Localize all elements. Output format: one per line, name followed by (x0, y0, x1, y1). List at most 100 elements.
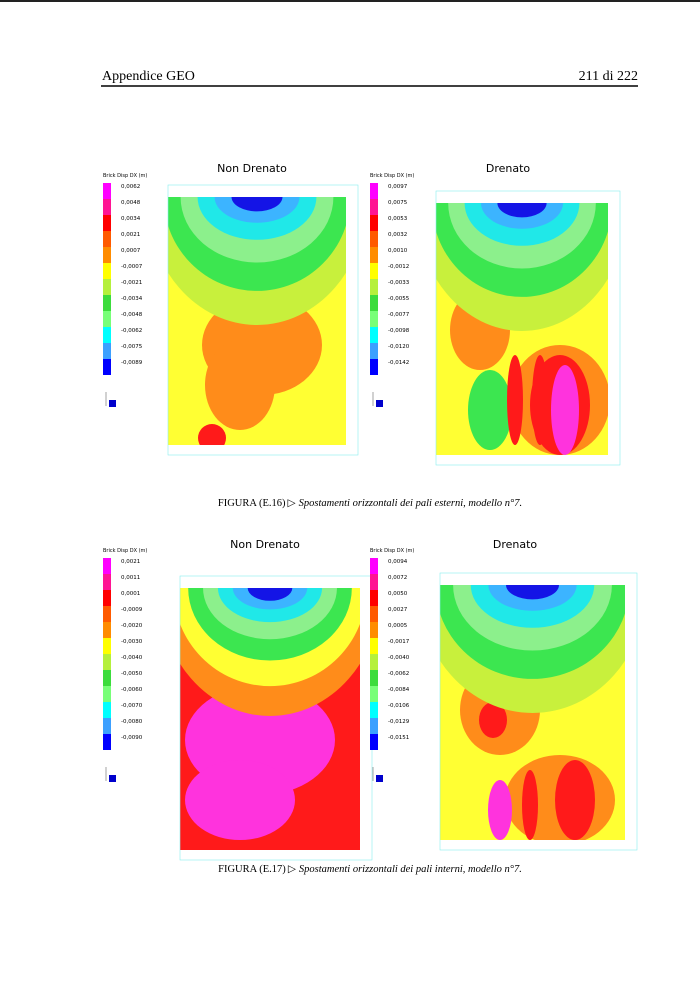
legend-swatch (103, 574, 111, 590)
contour-region (488, 780, 512, 840)
legend-swatch (370, 670, 378, 686)
legend-label: 0,0005 (388, 623, 408, 629)
legend-label: 0,0021 (121, 232, 140, 238)
legend-swatch (370, 215, 378, 231)
legend-swatch (103, 199, 111, 215)
legend-swatch (103, 702, 111, 718)
legend-swatch (370, 247, 378, 263)
legend-swatch (103, 558, 111, 574)
legend-swatch (103, 622, 111, 638)
contour-region (185, 760, 295, 840)
legend-swatch (370, 311, 378, 327)
legend-swatch (370, 638, 378, 654)
legend-swatch (370, 702, 378, 718)
legend-swatch (370, 327, 378, 343)
legend-title: Brick Disp DX (m) (103, 173, 147, 179)
legend-label: -0,0007 (121, 264, 143, 270)
legend-swatch (103, 279, 111, 295)
legend-label: -0,0120 (388, 344, 410, 350)
caption-label: FIGURA (E.16) (218, 498, 286, 509)
legend-swatch (370, 231, 378, 247)
legend-label: 0,0034 (121, 216, 141, 222)
legend-swatch (370, 343, 378, 359)
legend-label: -0,0075 (121, 344, 143, 350)
legend-swatch (370, 590, 378, 606)
contour-region (522, 770, 538, 840)
contour-plot (180, 588, 360, 850)
legend-swatch (370, 295, 378, 311)
contour-band (506, 585, 559, 600)
legend-swatch (103, 359, 111, 375)
legend-label: -0,0077 (388, 312, 410, 318)
legend-label: 0,0072 (388, 575, 407, 581)
legend-label: 0,0011 (121, 575, 140, 581)
legend-swatch (103, 686, 111, 702)
figure-caption: FIGURA (E.16) ▷ Spostamenti orizzontali de… (218, 498, 522, 509)
contour-region (198, 424, 226, 445)
legend-swatch (370, 183, 378, 199)
panel-title: Drenato (493, 538, 538, 551)
legend-swatch (103, 654, 111, 670)
contour-region (532, 355, 548, 445)
legend-label: 0,0010 (388, 248, 408, 254)
legend-swatch (103, 606, 111, 622)
legend-label: 0,0097 (388, 184, 408, 190)
legend-swatch (103, 183, 111, 199)
legend-label: -0,0089 (121, 360, 143, 366)
legend-label: -0,0020 (121, 623, 143, 629)
axis-icon (109, 775, 116, 782)
caption-sep: ▷ (288, 498, 297, 509)
header-left: Appendice GEO (102, 69, 195, 84)
legend-swatch (370, 654, 378, 670)
wireframe (167, 184, 359, 456)
legend-title: Brick Disp DX (m) (370, 548, 414, 554)
legend-label: 0,0007 (121, 248, 141, 254)
contour-region (507, 355, 523, 445)
legend-swatch (370, 734, 378, 750)
legend-label: -0,0034 (121, 296, 143, 302)
legend-label: -0,0021 (121, 280, 142, 286)
caption-text: Spostamenti orizzontali dei pali interni… (299, 864, 522, 875)
legend-swatch (103, 327, 111, 343)
legend-swatch (103, 215, 111, 231)
legend-swatch (370, 359, 378, 375)
legend-swatch (103, 231, 111, 247)
legend-swatch (103, 718, 111, 734)
legend-label: -0,0084 (388, 687, 410, 693)
legend-label: 0,0027 (388, 607, 408, 613)
legend-label: -0,0030 (121, 639, 143, 645)
contour-band (231, 197, 283, 212)
legend-label: -0,0040 (388, 655, 410, 661)
legend-label: -0,0062 (388, 671, 409, 677)
contour-region (555, 760, 595, 840)
legend-swatch (103, 263, 111, 279)
legend-label: -0,0060 (121, 687, 143, 693)
legend-title: Brick Disp DX (m) (370, 173, 414, 179)
legend-label: 0,0062 (121, 184, 140, 190)
legend-label: -0,0070 (121, 703, 143, 709)
contour-band (497, 203, 547, 218)
legend-label: 0,0094 (388, 559, 408, 565)
legend-label: -0,0142 (388, 360, 409, 366)
legend-label: 0,0048 (121, 200, 141, 206)
legend-swatch (103, 670, 111, 686)
legend-label: 0,0001 (121, 591, 140, 597)
axis-icon (376, 775, 383, 782)
legend-label: 0,0075 (388, 200, 408, 206)
axis-icon (376, 400, 383, 407)
legend-label: 0,0032 (388, 232, 407, 238)
legend-swatch (103, 343, 111, 359)
legend-swatch (370, 606, 378, 622)
contour-plot (440, 585, 625, 840)
legend-label: -0,0040 (121, 655, 143, 661)
legend-label: -0,0090 (121, 735, 143, 741)
legend-swatch (370, 574, 378, 590)
legend-swatch (370, 686, 378, 702)
caption-text: Spostamenti orizzontali dei pali esterni… (299, 498, 523, 509)
figure-caption: FIGURA (E.17) ▷ Spostamenti orizzontali de… (218, 864, 522, 875)
legend-label: -0,0151 (388, 735, 409, 741)
axis-icon (109, 400, 116, 407)
contour-region (551, 365, 579, 455)
wireframe (439, 572, 638, 851)
